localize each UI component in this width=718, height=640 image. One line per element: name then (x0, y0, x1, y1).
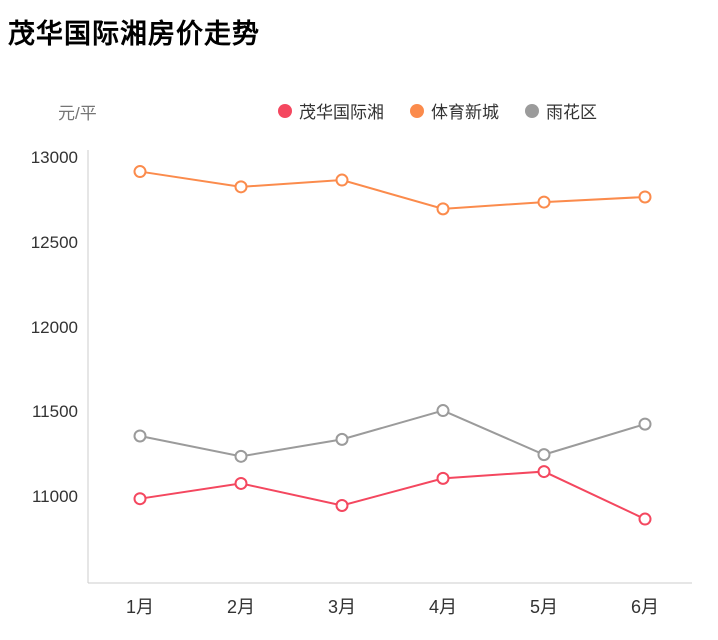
data-point (537, 465, 551, 479)
y-tick-label: 11500 (31, 402, 78, 422)
legend-dot-icon (525, 103, 539, 118)
data-point (537, 195, 551, 209)
legend-item-label: 茂华国际湘 (299, 103, 384, 122)
data-point (234, 476, 248, 490)
data-point (436, 202, 450, 216)
y-tick-label: 12500 (30, 232, 78, 252)
legend-dot-icon (278, 103, 292, 118)
chart-legend: 茂华国际湘 体育新城 雨花区 (278, 98, 597, 123)
data-point (638, 512, 652, 526)
y-axis-unit-label: 元/平 (58, 104, 97, 123)
data-point (133, 165, 147, 179)
data-point (638, 417, 652, 431)
x-tick-label: 4月 (428, 597, 457, 617)
series-line-0 (139, 470, 646, 520)
legend-item-series-1[interactable]: 体育新城 (410, 98, 499, 123)
data-point (436, 404, 450, 418)
data-point (638, 190, 652, 204)
series-line-2 (139, 409, 646, 458)
data-point (537, 448, 551, 462)
y-tick-label: 11000 (31, 487, 78, 506)
series-line-1 (139, 170, 646, 210)
x-tick-label: 2月 (226, 597, 255, 617)
data-point (234, 449, 248, 463)
y-tick-label: 12000 (30, 317, 78, 337)
legend-item-series-0[interactable]: 茂华国际湘 (278, 98, 384, 123)
page-title: 茂华国际湘房价走势 (8, 19, 260, 49)
y-tick-label: 13000 (30, 148, 78, 167)
legend-item-label: 体育新城 (431, 103, 499, 122)
legend-item-series-2[interactable]: 雨花区 (525, 98, 597, 123)
data-point (335, 432, 349, 446)
x-tick-label: 1月 (125, 597, 154, 617)
data-point (133, 429, 147, 443)
data-point (133, 492, 147, 506)
data-point (234, 180, 248, 194)
data-point (335, 498, 349, 512)
legend-dot-icon (410, 103, 424, 118)
x-tick-label: 3月 (327, 597, 356, 617)
x-tick-label: 6月 (630, 597, 659, 617)
legend-item-label: 雨花区 (546, 103, 597, 122)
data-point (436, 471, 450, 485)
x-tick-label: 5月 (529, 597, 558, 617)
data-point (335, 173, 349, 187)
